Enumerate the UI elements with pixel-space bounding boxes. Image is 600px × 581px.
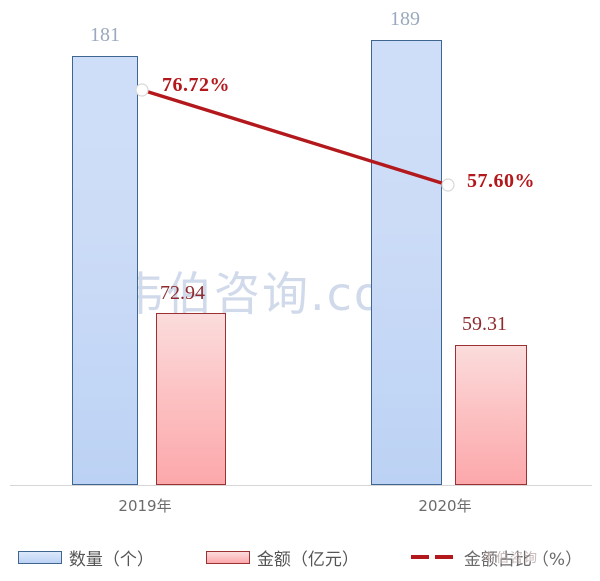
bar-label-amount-2020: 59.31 [462,313,507,335]
bar-label-count-2020: 189 [390,8,420,30]
legend-label-ratio: 金额占比（%） [463,549,583,570]
ratio-line-swatch-icon [410,551,457,564]
ratio-label-2020: 57.60% [467,170,535,192]
plot-area: 韦伯咨询.com 181 72.94 189 59.31 76.72% 57.6… [10,8,592,515]
bar-label-count-2019: 181 [90,24,120,46]
chart-legend: 数量（个） 金额（亿元） 金额占比（%） [0,540,600,574]
legend-item-amount[interactable]: 金额（亿元） [205,545,359,570]
legend-label-amount: 金额（亿元） [256,549,359,570]
legend-item-count[interactable]: 数量（个） [17,545,154,570]
bar-count-2020[interactable] [371,40,442,485]
bar-count-2019[interactable] [72,56,138,485]
x-axis-tick-2019: 2019年 [118,497,172,515]
x-axis-line [10,485,592,486]
bar-amount-2020[interactable] [455,345,527,485]
legend-label-count: 数量（个） [68,549,154,570]
bar-amount-2019[interactable] [156,313,226,485]
x-axis-tick-2020: 2020年 [418,497,472,515]
bar-label-amount-2019: 72.94 [160,282,205,304]
ratio-marker-2020[interactable] [441,178,455,192]
count-swatch-icon [17,550,62,564]
ratio-label-2019: 76.72% [162,74,230,96]
legend-item-ratio[interactable]: 金额占比（%） [410,545,583,570]
amount-swatch-icon [205,550,250,564]
